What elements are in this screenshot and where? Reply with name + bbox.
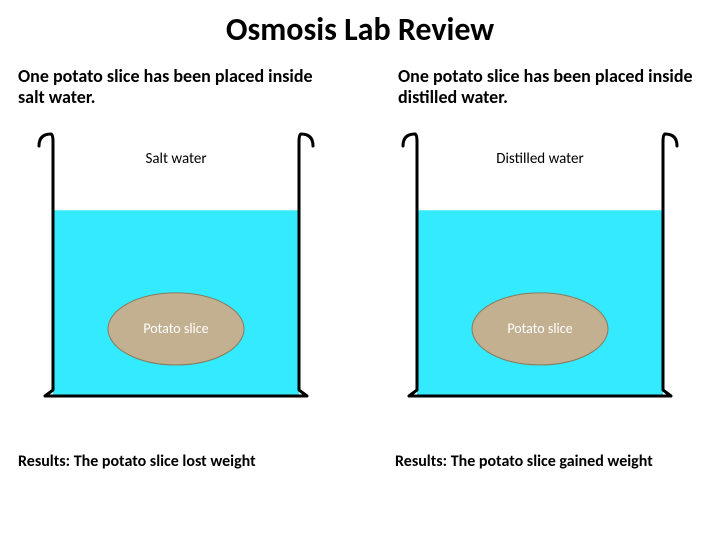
caption-right: One potato slice has been placed inside …	[398, 66, 718, 107]
beaker-right	[400, 128, 680, 408]
page-title: Osmosis Lab Review	[0, 0, 720, 49]
potato-label-right: Potato slice	[480, 320, 600, 337]
water-label-right: Distilled water	[480, 150, 600, 168]
potato-label-left: Potato slice	[116, 320, 236, 337]
caption-left: One potato slice has been placed inside …	[18, 66, 338, 107]
water-label-left: Salt water	[116, 150, 236, 168]
results-right: Results: The potato slice gained weight	[395, 452, 653, 471]
beaker-left	[36, 128, 316, 408]
results-left: Results: The potato slice lost weight	[18, 452, 256, 471]
